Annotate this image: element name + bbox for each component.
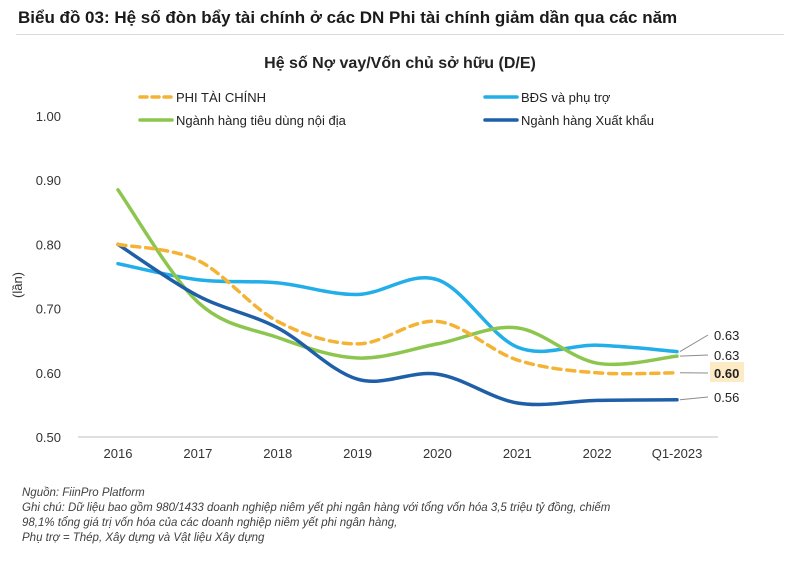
series-line-4 xyxy=(116,242,679,407)
title-divider xyxy=(16,34,784,35)
end-label-leader xyxy=(679,334,709,353)
chart-notes: Nguồn: FiinPro Platform Ghi chú: Dữ liệu… xyxy=(22,486,610,546)
x-tick-label: 2019 xyxy=(343,446,372,461)
end-label-leader xyxy=(679,396,709,401)
y-tick-label: 0.70 xyxy=(36,302,61,317)
end-value-label: 0.63 xyxy=(714,328,739,343)
y-axis-label: (lần) xyxy=(10,272,25,298)
y-tick-label: 0.60 xyxy=(36,366,61,381)
figure-title: Biểu đồ 03: Hệ số đòn bẩy tài chính ở cá… xyxy=(18,8,678,27)
x-tick-label: 2017 xyxy=(183,446,212,461)
series-line-1 xyxy=(116,242,679,376)
y-tick-label: 1.00 xyxy=(36,109,61,124)
note-line-2: 98,1% tổng giá trị vốn hóa của các doanh… xyxy=(22,517,398,529)
y-tick-label: 0.90 xyxy=(36,173,61,188)
line-chart: Hệ số Nợ vay/Vốn chủ sở hữu (D/E) PHI TÀI… xyxy=(10,55,744,461)
legend-label-2: BĐS và phụ trợ xyxy=(521,90,611,105)
x-tick-label: 2016 xyxy=(104,446,133,461)
legend-label-4: Ngành hàng Xuất khẩu xyxy=(521,113,654,128)
x-tick-label: 2022 xyxy=(583,446,612,461)
x-tick-label: 2020 xyxy=(423,446,452,461)
x-tick-label: Q1-2023 xyxy=(652,446,703,461)
legend-label-3: Ngành hàng tiêu dùng nội địa xyxy=(176,113,347,128)
end-value-label: 0.60 xyxy=(714,366,739,381)
legend-label-1: PHI TÀI CHÍNH xyxy=(176,90,266,105)
series-line-3 xyxy=(116,188,679,367)
note-line-3: Phụ trợ = Thép, Xây dựng và Vật liệu Xây… xyxy=(22,532,265,544)
series-line-2 xyxy=(116,261,679,354)
y-tick-label: 0.50 xyxy=(36,430,61,445)
y-tick-label: 0.80 xyxy=(36,237,61,252)
x-tick-label: 2021 xyxy=(503,446,532,461)
end-value-label: 0.56 xyxy=(714,390,739,405)
end-label-highlight xyxy=(710,362,744,382)
end-value-label: 0.63 xyxy=(714,348,739,363)
source-note: Nguồn: FiinPro Platform xyxy=(22,487,145,499)
end-label-leader xyxy=(679,354,709,357)
chart-title: Hệ số Nợ vay/Vốn chủ sở hữu (D/E) xyxy=(264,55,536,72)
note-line-1: Ghi chú: Dữ liệu bao gồm 980/1433 doanh … xyxy=(22,502,611,514)
x-tick-label: 2018 xyxy=(263,446,292,461)
